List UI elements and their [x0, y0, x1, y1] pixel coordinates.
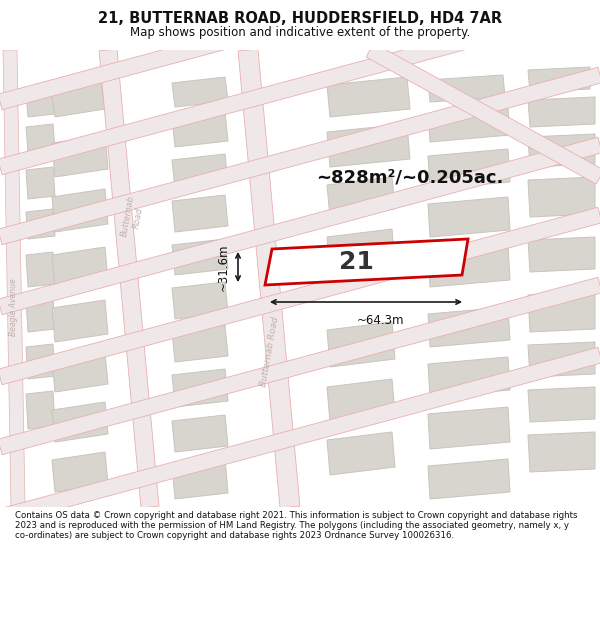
Polygon shape — [172, 325, 228, 362]
Text: Butternab
Road: Butternab Road — [120, 195, 146, 239]
Polygon shape — [428, 245, 510, 287]
Polygon shape — [528, 342, 595, 377]
Polygon shape — [0, 0, 600, 175]
Polygon shape — [428, 149, 510, 189]
Polygon shape — [0, 68, 600, 245]
Text: Butternab Road: Butternab Road — [259, 316, 281, 388]
Polygon shape — [172, 415, 228, 452]
Polygon shape — [327, 177, 395, 217]
Polygon shape — [52, 402, 108, 442]
Polygon shape — [26, 209, 55, 239]
Text: 21: 21 — [340, 250, 374, 274]
Text: Beagle Avenue: Beagle Avenue — [8, 278, 17, 336]
Polygon shape — [99, 49, 159, 508]
Polygon shape — [528, 67, 590, 92]
Polygon shape — [26, 124, 55, 152]
Text: Contains OS data © Crown copyright and database right 2021. This information is : Contains OS data © Crown copyright and d… — [15, 511, 577, 541]
Polygon shape — [428, 407, 510, 449]
Polygon shape — [265, 239, 468, 285]
Polygon shape — [366, 43, 600, 184]
Polygon shape — [0, 0, 600, 110]
Polygon shape — [172, 239, 228, 275]
Polygon shape — [327, 124, 410, 167]
Text: ~828m²/~0.205ac.: ~828m²/~0.205ac. — [316, 168, 503, 186]
Polygon shape — [428, 307, 510, 347]
Polygon shape — [238, 49, 300, 508]
Polygon shape — [3, 50, 25, 507]
Polygon shape — [26, 167, 55, 199]
Polygon shape — [528, 97, 595, 127]
Polygon shape — [528, 387, 595, 422]
Polygon shape — [172, 459, 228, 499]
Polygon shape — [528, 177, 595, 217]
Polygon shape — [428, 107, 510, 142]
Polygon shape — [172, 369, 228, 407]
Polygon shape — [528, 432, 595, 472]
Text: Map shows position and indicative extent of the property.: Map shows position and indicative extent… — [130, 26, 470, 39]
Polygon shape — [52, 247, 108, 289]
Polygon shape — [428, 75, 505, 102]
Polygon shape — [0, 278, 600, 455]
Polygon shape — [52, 189, 108, 232]
Polygon shape — [327, 322, 395, 367]
Polygon shape — [0, 348, 600, 525]
Polygon shape — [26, 89, 55, 117]
Polygon shape — [528, 292, 595, 332]
Polygon shape — [52, 300, 108, 342]
Polygon shape — [26, 252, 55, 287]
Polygon shape — [52, 135, 108, 177]
Polygon shape — [52, 452, 108, 492]
Polygon shape — [428, 197, 510, 237]
Polygon shape — [52, 352, 108, 392]
Polygon shape — [172, 154, 228, 189]
Polygon shape — [0, 138, 600, 315]
Polygon shape — [428, 459, 510, 499]
Polygon shape — [172, 112, 228, 147]
Polygon shape — [26, 297, 55, 332]
Polygon shape — [528, 134, 595, 167]
Polygon shape — [528, 237, 595, 272]
Polygon shape — [327, 77, 410, 117]
Polygon shape — [327, 432, 395, 475]
Polygon shape — [0, 208, 600, 385]
Text: ~31.6m: ~31.6m — [217, 243, 230, 291]
Text: 21, BUTTERNAB ROAD, HUDDERSFIELD, HD4 7AR: 21, BUTTERNAB ROAD, HUDDERSFIELD, HD4 7A… — [98, 11, 502, 26]
Polygon shape — [172, 77, 228, 107]
Polygon shape — [50, 77, 105, 117]
Polygon shape — [26, 344, 55, 379]
Polygon shape — [172, 195, 228, 232]
Text: ~64.3m: ~64.3m — [357, 314, 405, 327]
Polygon shape — [327, 379, 395, 422]
Polygon shape — [428, 357, 510, 397]
Polygon shape — [327, 229, 395, 272]
Polygon shape — [172, 282, 228, 319]
Polygon shape — [26, 391, 55, 429]
